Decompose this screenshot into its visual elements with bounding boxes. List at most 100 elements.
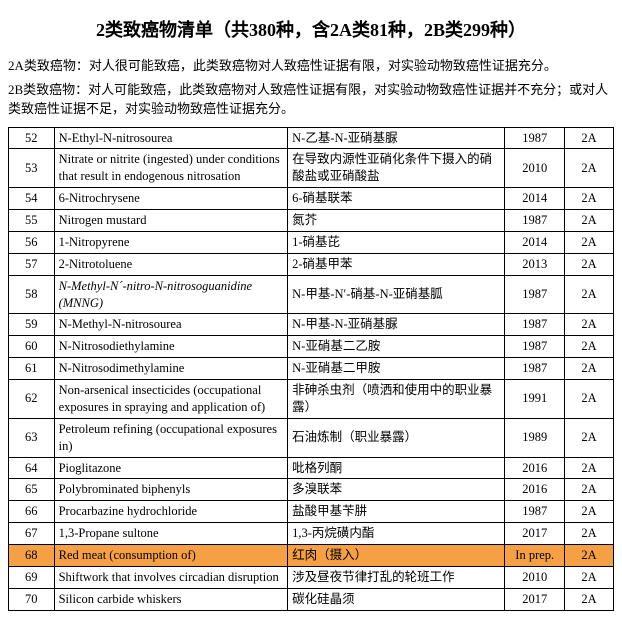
table-row: 63Petroleum refining (occupational expos… [9,418,614,457]
cell-id: 62 [9,380,55,419]
cell-class: 2A [565,188,614,210]
cell-id: 56 [9,231,55,253]
cell-class: 2A [565,231,614,253]
table-row: 59N-Methyl-N-nitrosoureaN-甲基-N-亚硝基脲19872… [9,314,614,336]
cell-id: 59 [9,314,55,336]
cell-class: 2A [565,380,614,419]
cell-en: 1,3-Propane sultone [54,523,288,545]
table-row: 546-Nitrochrysene6-硝基联苯20142A [9,188,614,210]
cell-en: N-Ethyl-N-nitrosourea [54,127,288,149]
cell-id: 70 [9,588,55,610]
cell-id: 63 [9,418,55,457]
cell-id: 55 [9,210,55,232]
cell-id: 60 [9,336,55,358]
cell-id: 57 [9,253,55,275]
table-row: 53Nitrate or nitrite (ingested) under co… [9,149,614,188]
carcinogen-table: 52N-Ethyl-N-nitrosoureaN-乙基-N-亚硝基脲19872A… [8,127,614,611]
cell-id: 52 [9,127,55,149]
cell-cn: N-甲基-N-亚硝基脲 [288,314,505,336]
cell-en: N-Nitrosodiethylamine [54,336,288,358]
cell-year: In prep. [505,545,565,567]
cell-class: 2A [565,358,614,380]
cell-cn: 非砷杀虫剂（喷洒和使用中的职业暴露） [288,380,505,419]
cell-class: 2A [565,523,614,545]
cell-year: 1987 [505,358,565,380]
cell-year: 1987 [505,275,565,314]
cell-id: 54 [9,188,55,210]
cell-year: 1987 [505,336,565,358]
cell-id: 64 [9,457,55,479]
cell-id: 68 [9,545,55,567]
cell-cn: 1,3-丙烷磺内酯 [288,523,505,545]
cell-year: 2017 [505,523,565,545]
cell-en: Petroleum refining (occupational exposur… [54,418,288,457]
cell-cn: 多溴联苯 [288,479,505,501]
cell-class: 2A [565,336,614,358]
table-row: 572-Nitrotoluene2-硝基甲苯20132A [9,253,614,275]
cell-id: 53 [9,149,55,188]
cell-en: Procarbazine hydrochloride [54,501,288,523]
cell-year: 1987 [505,501,565,523]
cell-class: 2A [565,275,614,314]
table-row: 58N-Methyl-N´-nitro-N-nitrosoguanidine (… [9,275,614,314]
table-row: 671,3-Propane sultone1,3-丙烷磺内酯20172A [9,523,614,545]
cell-id: 65 [9,479,55,501]
cell-cn: 碳化硅晶须 [288,588,505,610]
table-row: 61N-NitrosodimethylamineN-亚硝基二甲胺19872A [9,358,614,380]
cell-en: N-Methyl-N´-nitro-N-nitrosoguanidine (MN… [54,275,288,314]
cell-en: Non-arsenical insecticides (occupational… [54,380,288,419]
cell-year: 1987 [505,210,565,232]
cell-cn: 盐酸甲基苄肼 [288,501,505,523]
cell-en: Silicon carbide whiskers [54,588,288,610]
page-title: 2类致癌物清单（共380种，含2A类81种，2B类299种） [8,16,614,42]
cell-cn: 2-硝基甲苯 [288,253,505,275]
table-row: 70Silicon carbide whiskers碳化硅晶须20172A [9,588,614,610]
cell-year: 2014 [505,188,565,210]
table-row: 52N-Ethyl-N-nitrosoureaN-乙基-N-亚硝基脲19872A [9,127,614,149]
cell-class: 2A [565,457,614,479]
cell-class: 2A [565,127,614,149]
cell-en: Pioglitazone [54,457,288,479]
cell-year: 1991 [505,380,565,419]
cell-cn: N-亚硝基二乙胺 [288,336,505,358]
cell-class: 2A [565,253,614,275]
cell-en: 2-Nitrotoluene [54,253,288,275]
cell-cn: 在导致内源性亚硝化条件下摄入的硝酸盐或亚硝酸盐 [288,149,505,188]
cell-year: 1987 [505,127,565,149]
cell-en: 6-Nitrochrysene [54,188,288,210]
cell-en: Polybrominated biphenyls [54,479,288,501]
cell-class: 2A [565,418,614,457]
table-row: 68Red meat (consumption of)红肉（摄入）In prep… [9,545,614,567]
cell-year: 2016 [505,479,565,501]
cell-class: 2A [565,545,614,567]
cell-year: 2013 [505,253,565,275]
cell-en: Red meat (consumption of) [54,545,288,567]
cell-cn: N-乙基-N-亚硝基脲 [288,127,505,149]
cell-class: 2A [565,210,614,232]
cell-class: 2A [565,501,614,523]
cell-cn: 1-硝基芘 [288,231,505,253]
cell-class: 2A [565,314,614,336]
cell-year: 2017 [505,588,565,610]
cell-id: 61 [9,358,55,380]
cell-id: 66 [9,501,55,523]
cell-year: 1989 [505,418,565,457]
cell-class: 2A [565,479,614,501]
table-row: 55Nitrogen mustard氮芥19872A [9,210,614,232]
table-row: 64Pioglitazone吡格列酮20162A [9,457,614,479]
cell-cn: 石油炼制（职业暴露） [288,418,505,457]
cell-cn: 氮芥 [288,210,505,232]
cell-en: N-Methyl-N-nitrosourea [54,314,288,336]
table-row: 561-Nitropyrene1-硝基芘20142A [9,231,614,253]
cell-class: 2A [565,588,614,610]
table-row: 66Procarbazine hydrochloride盐酸甲基苄肼19872A [9,501,614,523]
cell-en: N-Nitrosodimethylamine [54,358,288,380]
cell-year: 1987 [505,314,565,336]
cell-year: 2010 [505,149,565,188]
intro-2b: 2B类致癌物：对人可能致癌，此类致癌物对人致癌性证据有限，对实验动物致癌性证据并… [8,80,614,119]
cell-en: 1-Nitropyrene [54,231,288,253]
cell-cn: N-亚硝基二甲胺 [288,358,505,380]
cell-year: 2016 [505,457,565,479]
cell-cn: 6-硝基联苯 [288,188,505,210]
table-row: 65Polybrominated biphenyls多溴联苯20162A [9,479,614,501]
